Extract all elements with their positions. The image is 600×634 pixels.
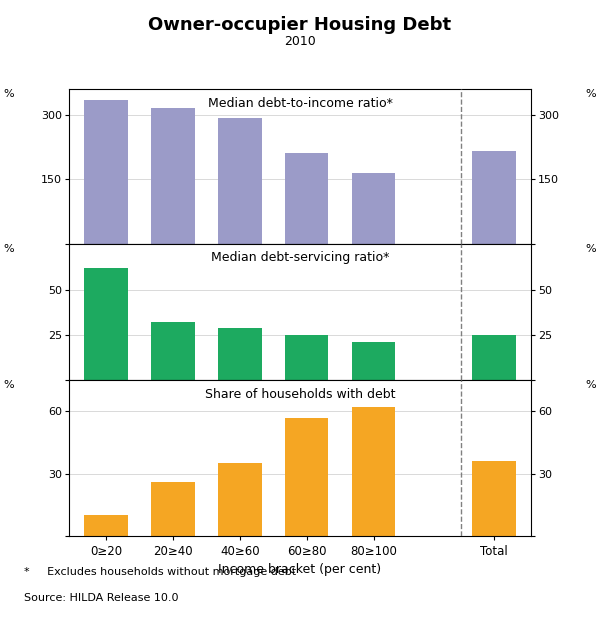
Bar bbox=[285, 335, 328, 380]
Text: Share of households with debt: Share of households with debt bbox=[205, 388, 395, 401]
Bar bbox=[285, 418, 328, 536]
Text: 2010: 2010 bbox=[284, 35, 316, 48]
Text: %: % bbox=[586, 244, 596, 254]
Bar bbox=[352, 173, 395, 244]
Bar bbox=[285, 153, 328, 244]
Bar bbox=[151, 482, 194, 536]
Text: %: % bbox=[586, 380, 596, 391]
Bar bbox=[151, 322, 194, 380]
Text: %: % bbox=[4, 244, 14, 254]
Bar bbox=[472, 461, 516, 536]
Bar bbox=[352, 407, 395, 536]
Bar bbox=[472, 152, 516, 244]
Text: %: % bbox=[4, 380, 14, 391]
Text: Owner-occupier Housing Debt: Owner-occupier Housing Debt bbox=[148, 16, 452, 34]
Bar bbox=[352, 342, 395, 380]
Bar bbox=[472, 335, 516, 380]
Bar bbox=[218, 118, 262, 244]
Text: Median debt-servicing ratio*: Median debt-servicing ratio* bbox=[211, 251, 389, 264]
Text: *     Excludes households without mortgage debt: * Excludes households without mortgage d… bbox=[24, 567, 296, 578]
Bar bbox=[218, 463, 262, 536]
Text: Source: HILDA Release 10.0: Source: HILDA Release 10.0 bbox=[24, 593, 179, 603]
Text: %: % bbox=[586, 89, 596, 99]
Bar bbox=[84, 100, 128, 244]
Bar bbox=[84, 268, 128, 380]
Bar bbox=[151, 108, 194, 244]
Bar bbox=[84, 515, 128, 536]
Bar bbox=[218, 328, 262, 380]
Text: Median debt-to-income ratio*: Median debt-to-income ratio* bbox=[208, 96, 392, 110]
X-axis label: Income bracket (per cent): Income bracket (per cent) bbox=[218, 564, 382, 576]
Text: %: % bbox=[4, 89, 14, 99]
